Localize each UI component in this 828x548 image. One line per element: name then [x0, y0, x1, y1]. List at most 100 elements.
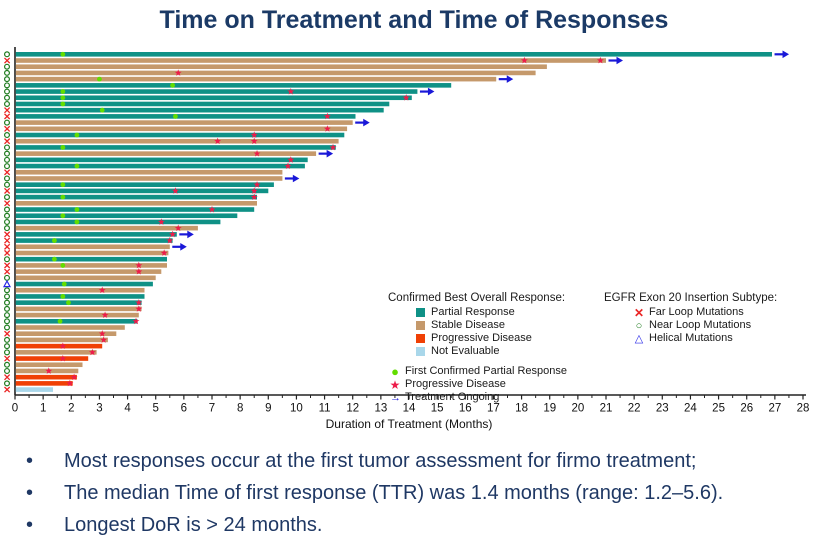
x-axis-tick-label: 16	[459, 403, 472, 415]
legend-item-label: Treatment Ongoing	[405, 391, 500, 403]
far-loop-x-icon	[4, 57, 11, 64]
far-loop-x-icon	[4, 125, 11, 132]
near-loop-o-icon	[3, 361, 11, 368]
far-loop-x-icon	[4, 243, 11, 250]
x-axis-tick-label: 5	[153, 403, 159, 415]
bullet-text: The median Time of first response (TTR) …	[64, 482, 724, 504]
near-loop-o-icon	[3, 175, 11, 182]
near-loop-o-icon	[3, 100, 11, 107]
progressive-disease-star	[402, 94, 410, 101]
legend-subtype-title: EGFR Exon 20 Insertion Subtype:	[604, 292, 778, 304]
near-loop-o-icon	[3, 206, 11, 213]
swimmer-bar	[15, 163, 305, 169]
near-loop-o-icon	[3, 163, 11, 170]
progressive-disease-star	[253, 150, 261, 157]
bullet-item: • Longest DoR is > 24 months.	[0, 514, 828, 537]
progressive-disease-star	[287, 156, 295, 163]
helical-triangle-icon: △	[634, 332, 644, 345]
near-loop-o-icon	[3, 69, 11, 76]
progressive-disease-star	[250, 131, 258, 138]
bullet-dot: •	[26, 514, 34, 536]
x-axis-tick-label: 13	[374, 403, 387, 415]
first-response-dot	[97, 76, 102, 82]
progressive-disease-star	[88, 348, 96, 356]
swimmer-bar	[15, 356, 89, 361]
legend-item-label: Far Loop Mutations	[649, 306, 744, 318]
color-swatch	[416, 334, 425, 343]
progressive-disease-star	[214, 137, 222, 145]
progressive-disease-star	[166, 236, 174, 244]
swimmer-bar	[15, 263, 167, 268]
legend-item-label: Helical Mutations	[649, 332, 733, 344]
x-axis-tick-label: 8	[237, 403, 243, 415]
legend-item-not-evaluable: Not Evaluable	[416, 345, 603, 358]
progressive-disease-star	[98, 286, 106, 294]
treatment-ongoing-arrowhead	[180, 243, 187, 251]
x-axis-tick-label: 19	[543, 403, 556, 415]
near-loop-o-icon	[3, 218, 11, 225]
progressive-disease-star	[174, 69, 182, 76]
legend-item-label: Not Evaluable	[431, 345, 500, 357]
swimmer-bar	[15, 182, 274, 187]
swimmer-bar	[15, 114, 356, 119]
progressive-disease-star	[323, 125, 331, 132]
legend-item-green-o: ○ Near Loop Mutations	[632, 319, 824, 332]
far-loop-x-icon: ✕	[633, 305, 645, 320]
page-title: Time on Treatment and Time of Responses	[159, 6, 669, 34]
swimmer-bar	[15, 207, 255, 212]
treatment-ongoing-arrowhead	[506, 75, 514, 83]
far-loop-x-icon	[4, 187, 11, 194]
swimmer-bar	[15, 194, 257, 200]
x-axis-tick-label: 24	[684, 403, 697, 415]
swimmer-bar	[15, 343, 103, 349]
swimmer-bar	[15, 107, 384, 113]
progressive-disease-star-icon: ★	[389, 377, 401, 392]
swimmer-bar	[15, 275, 156, 281]
swimmer-bar	[15, 318, 138, 324]
swimmer-bar	[15, 132, 345, 138]
bullet-dot: •	[26, 450, 34, 472]
x-axis-tick-label: 20	[571, 403, 584, 415]
progressive-disease-star	[59, 354, 67, 362]
x-axis-tick-label: 21	[600, 403, 613, 415]
first-response-dot	[60, 263, 66, 268]
near-loop-o-icon	[3, 343, 11, 350]
x-axis-tick-label: 7	[209, 403, 215, 415]
first-response-dot	[173, 113, 178, 119]
swimmer-bar	[15, 89, 418, 94]
progressive-disease-star	[520, 56, 528, 64]
color-swatch	[416, 321, 425, 330]
swimmer-bar	[15, 381, 73, 386]
first-response-dot	[99, 107, 105, 113]
x-axis-tick-label: 3	[96, 403, 102, 415]
swimmer-bar	[15, 101, 390, 107]
swimmer-bar	[15, 157, 308, 163]
progressive-disease-star	[135, 299, 143, 306]
swimmer-bar	[15, 337, 108, 343]
legend-item-partial-response: Partial Response	[416, 306, 603, 319]
swimmer-bar	[15, 52, 773, 57]
near-loop-o-icon	[3, 132, 11, 139]
progressive-disease-star	[135, 261, 143, 269]
swimmer-bar	[15, 225, 198, 231]
swimmer-bar	[15, 331, 117, 337]
progressive-disease-star	[253, 181, 261, 188]
swimmer-bar	[15, 244, 170, 250]
swimmer-bar	[15, 70, 536, 76]
legend-subtype-items: ✕ Far Loop Mutations ○ Near Loop Mutations △…	[632, 306, 824, 345]
first-response-dot	[61, 281, 67, 287]
swimmer-bar	[15, 145, 336, 150]
progressive-disease-star	[174, 224, 182, 232]
far-loop-x-icon	[4, 262, 11, 269]
far-loop-x-icon	[4, 374, 11, 381]
first-response-dot	[74, 207, 80, 212]
x-axis-tick-label: 1	[40, 403, 46, 415]
x-axis-tick-label: 27	[768, 403, 781, 415]
legend-item-label: Near Loop Mutations	[649, 319, 752, 331]
swimmer-bar	[15, 269, 162, 274]
swimmer-bar	[15, 176, 283, 181]
swimmer-bar	[15, 312, 139, 318]
treatment-ongoing-arrowhead	[326, 149, 334, 158]
legend-item-green-dot: ● First Confirmed Partial Response	[388, 365, 603, 378]
